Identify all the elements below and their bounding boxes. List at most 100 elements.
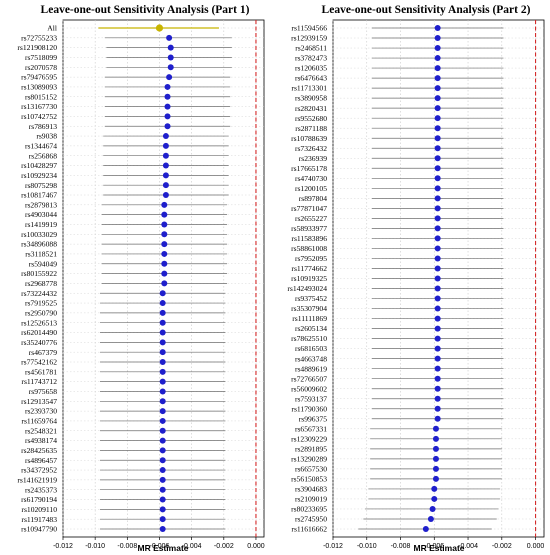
- panel-1-x-axis-label: MR Estimate: [137, 543, 188, 553]
- snp-row: rs8015152: [25, 92, 231, 101]
- estimate-point: [159, 319, 166, 326]
- snp-row: rs1206035: [295, 64, 504, 73]
- snp-row: rs594049: [29, 259, 228, 268]
- snp-row: rs11583896: [291, 234, 504, 243]
- estimate-point: [161, 260, 168, 267]
- snp-row: rs2605134: [295, 324, 504, 333]
- snp-row: rs9552680: [295, 114, 504, 123]
- snp-row: rs4903044: [25, 210, 228, 219]
- snp-row: rs11616662: [291, 525, 492, 534]
- snp-label: rs2745950: [295, 515, 327, 524]
- estimate-point: [161, 280, 168, 287]
- snp-label: rs1419919: [25, 220, 57, 229]
- snp-row: rs2435373: [25, 485, 226, 494]
- snp-row: rs7593137: [295, 394, 504, 403]
- snp-row: rs7518099: [25, 53, 232, 62]
- x-tick-label: -0.010: [85, 543, 105, 550]
- snp-label: rs10817467: [21, 191, 57, 200]
- snp-row: rs6657530: [295, 464, 502, 473]
- snp-row: rs2891895: [295, 444, 502, 453]
- snp-label: rs2468511: [295, 44, 327, 53]
- snp-label: rs12309229: [291, 434, 327, 443]
- panel-2-x-axis: -0.012 -0.010 -0.008 -0.006 -0.004 -0.002 0.00…: [323, 537, 544, 550]
- estimate-point: [434, 325, 441, 332]
- estimate-point: [434, 35, 441, 42]
- estimate-point: [434, 235, 441, 242]
- estimate-point: [161, 221, 168, 228]
- snp-label: rs141621919: [17, 475, 57, 484]
- estimate-point: [161, 241, 168, 248]
- snp-row: rs9375452: [295, 294, 504, 303]
- estimate-point: [162, 192, 169, 198]
- snp-label: rs62014490: [21, 328, 57, 337]
- snp-row: rs12913547: [21, 397, 226, 406]
- estimate-point: [434, 285, 441, 292]
- estimate-point: [434, 25, 441, 31]
- estimate-point: [159, 378, 166, 385]
- estimate-point: [159, 516, 166, 523]
- snp-row: rs10033029: [21, 230, 228, 239]
- snp-row: rs80155922: [21, 269, 228, 278]
- snp-label: rs7326432: [295, 144, 327, 153]
- snp-label: rs2968778: [25, 279, 57, 288]
- estimate-point: [432, 445, 439, 452]
- estimate-point: [431, 485, 438, 492]
- snp-label: rs7952095: [295, 254, 327, 263]
- snp-row: rs72755233: [21, 33, 232, 42]
- snp-label: rs467379: [29, 348, 57, 357]
- snp-row: rs10788639: [291, 134, 504, 143]
- snp-label: rs10788639: [291, 134, 327, 143]
- estimate-point: [434, 205, 441, 212]
- estimate-point: [159, 506, 166, 513]
- snp-row: rs10742752: [21, 112, 231, 121]
- snp-row: rs4938174: [25, 436, 226, 445]
- snp-label: rs10033029: [21, 230, 57, 239]
- snp-label: rs4561781: [25, 367, 57, 376]
- estimate-point: [432, 475, 439, 482]
- snp-label: rs6657530: [295, 464, 327, 473]
- snp-row: rs58861008: [291, 244, 504, 253]
- snp-row: rs11659764: [21, 417, 226, 426]
- x-tick-label: -0.002: [492, 543, 512, 550]
- snp-label: rs9038: [36, 132, 57, 141]
- snp-row: rs35307904: [291, 304, 504, 313]
- snp-row: rs6816503: [295, 344, 504, 353]
- snp-row: rs58933977: [291, 224, 504, 233]
- estimate-point: [159, 368, 166, 375]
- snp-label: rs35307904: [291, 304, 327, 313]
- estimate-point: [432, 455, 439, 462]
- snp-row: rs77871047: [291, 204, 504, 213]
- snp-label: rs13167730: [21, 102, 57, 111]
- estimate-point: [159, 349, 166, 356]
- snp-label: rs17665178: [291, 164, 327, 173]
- snp-label: rs786913: [29, 122, 57, 131]
- estimate-point: [434, 95, 441, 102]
- estimate-point: [161, 231, 168, 238]
- snp-row: rs256868: [29, 151, 229, 160]
- snp-label: rs11583896: [291, 234, 327, 243]
- snp-row: rs79476595: [21, 73, 231, 82]
- snp-row: rs2745950: [295, 515, 497, 524]
- snp-label: rs11594566: [291, 24, 327, 33]
- estimate-point: [434, 315, 441, 322]
- panel-1-title: Leave-one-out Sensitivity Analysis (Part…: [41, 4, 250, 16]
- estimate-point: [434, 415, 441, 422]
- snp-label: rs3118521: [25, 250, 57, 259]
- snp-row: rs12309229: [291, 434, 502, 443]
- snp-label: rs3782473: [295, 54, 327, 63]
- snp-label: rs2070578: [25, 63, 57, 72]
- snp-row: rs2820431: [295, 104, 504, 113]
- estimate-point: [167, 44, 174, 51]
- panel-part-1: Leave-one-out Sensitivity Analysis (Part…: [17, 4, 264, 553]
- snp-label: rs10919325: [291, 274, 327, 283]
- overall-estimate-point: [155, 24, 164, 32]
- snp-label: rs6567331: [295, 424, 327, 433]
- snp-row: rs10947790: [21, 525, 226, 534]
- estimate-point: [434, 185, 441, 192]
- snp-row: rs56009602: [291, 384, 504, 393]
- snp-row: rs11774662: [291, 264, 504, 273]
- estimate-point: [434, 345, 441, 352]
- estimate-point: [429, 505, 436, 512]
- snp-row: rs10428297: [21, 161, 229, 170]
- snp-label: rs72755233: [21, 33, 57, 42]
